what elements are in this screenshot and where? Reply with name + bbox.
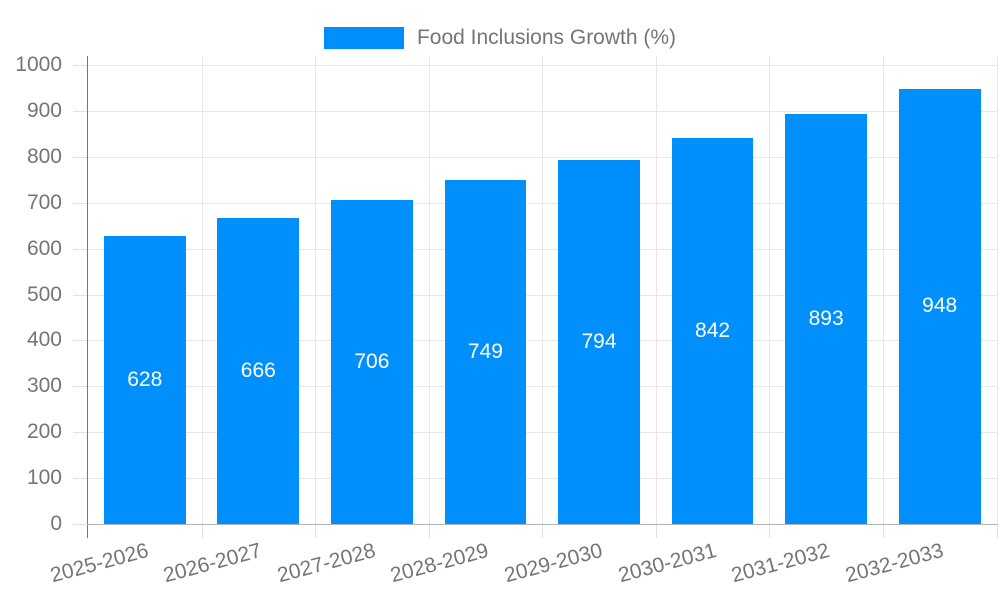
x-tick (201, 524, 203, 538)
legend-label: Food Inclusions Growth (%) (416, 26, 677, 49)
x-tick (428, 524, 430, 538)
x-tick (542, 524, 544, 538)
x-gridline (655, 56, 657, 524)
y-tick (73, 524, 87, 525)
y-axis-tick-label: 500 (26, 282, 62, 306)
x-tick (996, 524, 998, 538)
x-axis-line (87, 524, 997, 525)
x-gridline (542, 56, 544, 524)
bar: 842 (671, 137, 754, 524)
y-tick (73, 65, 87, 66)
y-axis-tick-label: 600 (26, 236, 62, 260)
y-tick (73, 340, 87, 342)
bar: 794 (558, 159, 640, 524)
y-axis-line (87, 56, 88, 538)
y-axis-tick-label: 700 (26, 190, 62, 214)
y-tick (73, 386, 87, 388)
x-gridline (996, 56, 998, 524)
x-tick (655, 524, 657, 538)
bar: 628 (103, 235, 186, 524)
bar-value-label: 948 (922, 294, 958, 318)
bar-value-label: 749 (467, 340, 503, 364)
x-gridline (315, 56, 317, 524)
bar-value-label: 666 (240, 359, 276, 383)
bar: 948 (898, 88, 981, 524)
legend[interactable]: Food Inclusions Growth (%) (0, 26, 1000, 50)
x-gridline (428, 56, 430, 524)
x-tick (315, 524, 317, 538)
y-tick (73, 156, 87, 158)
x-gridline (201, 56, 203, 524)
y-tick (73, 110, 87, 112)
x-gridline (769, 56, 771, 524)
y-tick (73, 248, 87, 250)
bar-value-label: 842 (695, 318, 731, 342)
y-axis-tick-label: 300 (26, 374, 62, 398)
bar-value-label: 893 (808, 307, 844, 331)
x-gridline (882, 56, 884, 524)
bar: 666 (217, 218, 300, 524)
x-tick (882, 524, 884, 538)
bar: 749 (444, 180, 527, 524)
bar: 706 (331, 199, 413, 524)
y-tick (73, 202, 87, 204)
y-axis-tick-label: 800 (26, 144, 62, 168)
bar-value-label: 706 (354, 349, 390, 373)
legend-swatch (323, 27, 404, 49)
y-tick (73, 478, 87, 480)
y-axis-tick-label: 100 (26, 466, 62, 490)
y-axis-tick-label: 400 (26, 328, 62, 352)
bar: 893 (785, 114, 868, 524)
x-tick (769, 524, 771, 538)
y-axis-tick-label: 900 (26, 98, 62, 122)
y-axis-tick-label: 0 (50, 512, 62, 535)
y-tick (73, 432, 87, 434)
y-axis-tick-label: 200 (26, 420, 62, 444)
y-axis-tick-label: 1000 (15, 53, 62, 76)
bar-value-label: 628 (127, 367, 163, 391)
bar-value-label: 794 (581, 329, 617, 353)
y-tick (73, 294, 87, 296)
